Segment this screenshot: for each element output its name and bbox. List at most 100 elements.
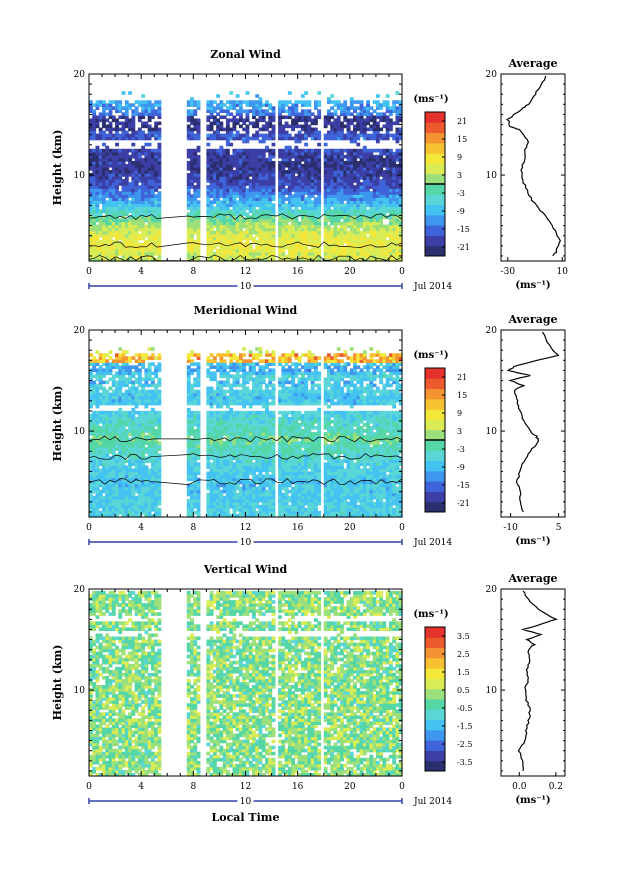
heatmap-cell xyxy=(317,131,321,135)
colorbar-tick-label: -9 xyxy=(457,207,465,216)
heatmap-cell xyxy=(229,143,233,147)
x-tick-label: 4 xyxy=(138,267,144,277)
heatmap-cell xyxy=(128,91,132,95)
heatmap-cell xyxy=(197,200,201,204)
heatmap-cell xyxy=(356,143,360,147)
heatmap-cell xyxy=(229,91,233,95)
colorbar-swatch xyxy=(425,205,445,216)
profile-y-tick-label: 20 xyxy=(486,70,498,80)
heatmap-cell xyxy=(366,100,370,104)
heatmap-cell xyxy=(317,143,321,147)
profile-x-tick-label: 10 xyxy=(557,267,569,277)
heatmap-cell xyxy=(304,143,308,147)
heatmap-cell xyxy=(386,100,390,104)
heatmap-cell xyxy=(317,109,321,113)
heatmap-cell xyxy=(118,100,122,104)
profile-y-tick-label: 10 xyxy=(486,171,498,181)
heatmap-cell xyxy=(395,91,399,95)
colorbar-tick-label: 3 xyxy=(457,171,462,180)
date-axis-day: 10 xyxy=(240,282,252,292)
colorbar-swatch xyxy=(425,163,445,174)
colorbar-tick-label: 21 xyxy=(457,117,467,126)
heatmap-cell xyxy=(219,122,223,126)
heatmap-cell xyxy=(317,91,321,95)
heatmap-cell xyxy=(272,143,276,147)
heatmap-cell xyxy=(272,125,276,129)
heatmap-cell xyxy=(343,100,347,104)
colorbar-swatch xyxy=(425,122,445,133)
heatmap-cell xyxy=(125,350,129,354)
heatmap-cell xyxy=(272,161,276,165)
heatmap-cell xyxy=(226,149,230,153)
colorbar-tick-label: -15 xyxy=(457,225,470,234)
colorbar-swatch xyxy=(425,215,445,226)
colorbar-swatch xyxy=(425,143,445,154)
heatmap-cell xyxy=(197,146,201,150)
y-axis-label: Height (km) xyxy=(51,130,64,206)
heatmap-cell xyxy=(376,94,380,98)
date-axis-month: Jul 2014 xyxy=(413,282,452,292)
colorbar-swatch xyxy=(425,235,445,246)
heatmap-cell xyxy=(317,149,321,153)
panel-0: Zonal Wind 0 4 8 12 16 20 0 20 10 Height (km) 10 Jul… xyxy=(51,48,568,292)
heatmap-cells xyxy=(89,347,403,517)
heatmap-cell xyxy=(272,149,276,153)
colorbar-tick-label: -21 xyxy=(457,243,470,252)
heatmap-cell xyxy=(386,94,390,98)
y-tick-label: 20 xyxy=(74,70,86,80)
heatmap-cell xyxy=(197,155,201,159)
colorbar-tick-label: -3 xyxy=(457,189,465,198)
heatmap-cell xyxy=(157,191,161,195)
heatmap-cells xyxy=(89,91,403,261)
heatmap-cell xyxy=(206,143,210,147)
heatmap-cell xyxy=(304,91,308,95)
profile-frame xyxy=(501,74,565,261)
x-tick-label: 16 xyxy=(292,267,304,277)
colorbar-swatch xyxy=(425,133,445,144)
profile-unit: (ms⁻¹) xyxy=(515,280,550,291)
heatmap-cell xyxy=(141,94,145,98)
x-tick-label: 0 xyxy=(399,267,405,277)
heatmap-cell xyxy=(259,97,263,101)
heatmap-cell xyxy=(216,94,220,98)
profile-line xyxy=(507,76,560,256)
colorbar-swatch xyxy=(425,153,445,164)
heatmap-cell xyxy=(157,143,161,147)
heatmap-cell xyxy=(324,143,328,147)
colorbar-tick-label: 9 xyxy=(457,153,462,162)
x-tick-label: 8 xyxy=(190,267,196,277)
heatmap-cell xyxy=(115,143,119,147)
y-tick-label: 10 xyxy=(74,171,86,181)
heatmap-cell xyxy=(197,100,201,104)
heatmap-cell xyxy=(360,100,364,104)
heatmap-cell xyxy=(148,143,152,147)
heatmap-cell xyxy=(317,100,321,104)
heatmap-cell xyxy=(157,128,161,132)
profile-x-tick-label: -30 xyxy=(501,267,516,277)
heatmap-cell xyxy=(246,91,250,95)
heatmap-cell xyxy=(330,94,334,98)
panel-title: Zonal Wind xyxy=(210,48,281,61)
heatmap-cell xyxy=(272,203,276,207)
colorbar-tick-label: 15 xyxy=(457,135,467,144)
x-tick-label: 20 xyxy=(344,267,356,277)
heatmap-cell xyxy=(272,106,276,110)
colorbar-unit: (ms⁻¹) xyxy=(413,94,448,105)
heatmap-cell xyxy=(109,350,113,354)
heatmap-cell xyxy=(236,94,240,98)
colorbar-swatch xyxy=(425,194,445,205)
heatmap-cell xyxy=(122,91,126,95)
heatmap-cell xyxy=(157,122,161,126)
heatmap-cell xyxy=(157,100,161,104)
x-tick-label: 0 xyxy=(86,267,92,277)
heatmap-cell xyxy=(307,100,311,104)
profile-title: Average xyxy=(507,57,557,70)
heatmap-cell xyxy=(197,118,201,122)
heatmap-cell xyxy=(288,91,292,95)
heatmap-cell xyxy=(131,143,135,147)
x-tick-label: 12 xyxy=(240,267,251,277)
colorbar-swatch xyxy=(425,225,445,236)
